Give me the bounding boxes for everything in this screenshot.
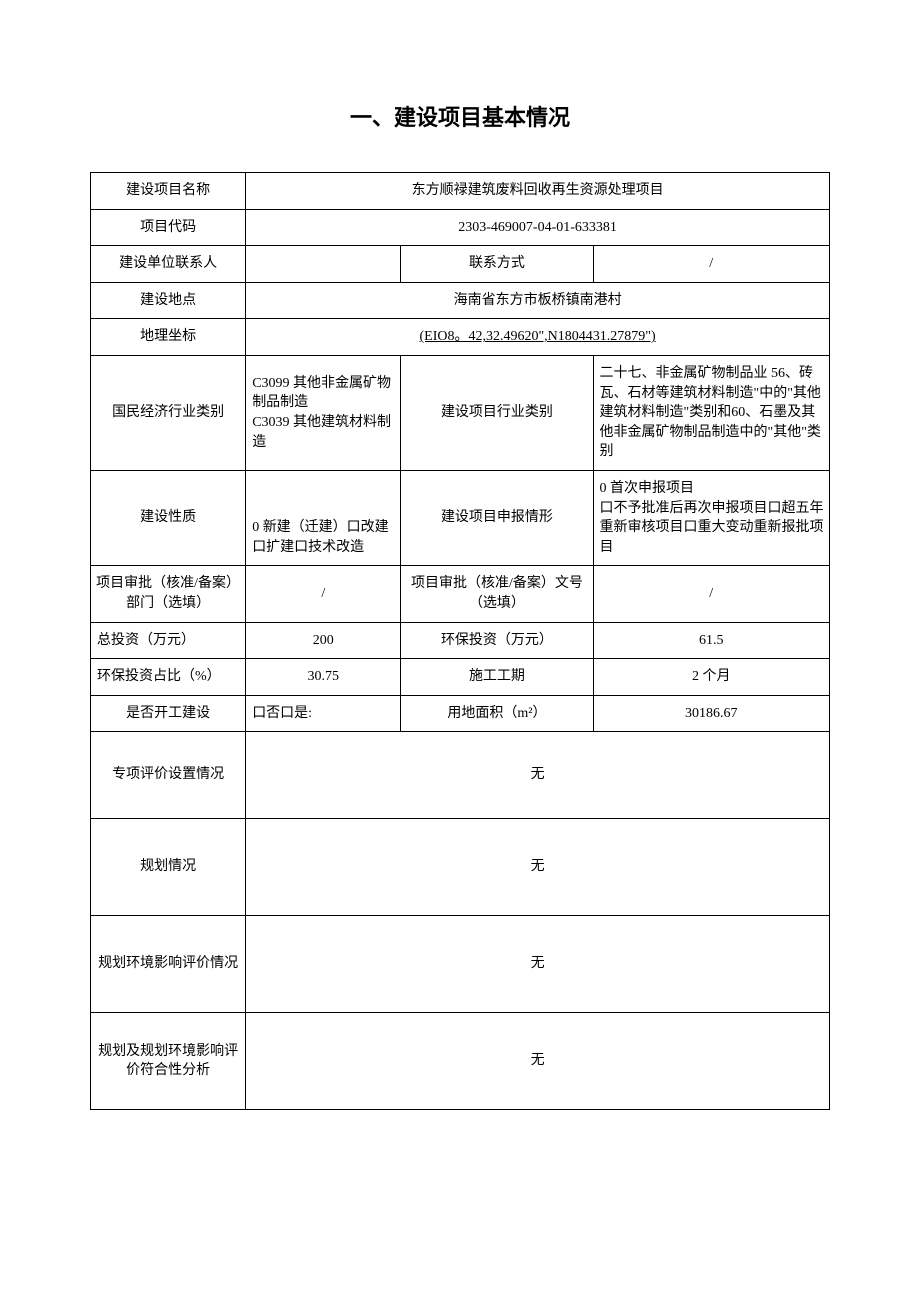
table-row: 项目审批（核准/备案）部门（选填） / 项目审批（核准/备案）文号（选填） / [91,566,830,622]
label-industry-class: 国民经济行业类别 [91,355,246,470]
value-planning-conform: 无 [246,1013,830,1110]
table-row: 地理坐标 (EIO8。42,32.49620",N1804431.27879") [91,319,830,356]
value-special-eval: 无 [246,732,830,819]
value-planning-eia: 无 [246,916,830,1013]
label-duration: 施工工期 [401,659,593,696]
value-location: 海南省东方市板桥镇南港村 [246,282,830,319]
value-apply: 0 首次申报项目 口不予批准后再次申报项目口超五年重新审核项目口重大变动重新报批… [593,470,830,565]
value-planning: 无 [246,819,830,916]
label-env-invest: 环保投资（万元） [401,622,593,659]
table-row: 规划情况 无 [91,819,830,916]
label-total-invest: 总投资（万元） [91,622,246,659]
label-contact-person: 建设单位联系人 [91,246,246,283]
label-project-name: 建设项目名称 [91,173,246,210]
value-duration: 2 个月 [593,659,830,696]
value-approval-no: / [593,566,830,622]
table-row: 建设单位联系人 联系方式 / [91,246,830,283]
value-project-industry: 二十七、非金属矿物制品业 56、砖瓦、石材等建筑材料制造"中的"其他建筑材料制造… [593,355,830,470]
table-row: 规划环境影响评价情况 无 [91,916,830,1013]
label-coords: 地理坐标 [91,319,246,356]
value-started: 口否口是: [246,695,401,732]
value-total-invest: 200 [246,622,401,659]
table-row: 总投资（万元） 200 环保投资（万元） 61.5 [91,622,830,659]
label-contact-method: 联系方式 [401,246,593,283]
label-location: 建设地点 [91,282,246,319]
project-info-table: 建设项目名称 东方顺禄建筑废料回收再生资源处理项目 项目代码 2303-4690… [90,172,830,1110]
label-project-industry: 建设项目行业类别 [401,355,593,470]
section-title: 一、建设项目基本情况 [90,100,830,132]
label-started: 是否开工建设 [91,695,246,732]
label-nature: 建设性质 [91,470,246,565]
table-row: 建设地点 海南省东方市板桥镇南港村 [91,282,830,319]
table-row: 项目代码 2303-469007-04-01-633381 [91,209,830,246]
value-contact-method: / [593,246,830,283]
label-special-eval: 专项评价设置情况 [91,732,246,819]
value-project-code: 2303-469007-04-01-633381 [246,209,830,246]
table-row: 建设项目名称 东方顺禄建筑废料回收再生资源处理项目 [91,173,830,210]
table-row: 环保投资占比（%） 30.75 施工工期 2 个月 [91,659,830,696]
label-area: 用地面积（m²） [401,695,593,732]
table-row: 专项评价设置情况 无 [91,732,830,819]
label-apply: 建设项目申报情形 [401,470,593,565]
value-nature: 0 新建（迁建）口改建口扩建口技术改造 [246,470,401,565]
value-coords: (EIO8。42,32.49620",N1804431.27879") [246,319,830,356]
label-env-ratio: 环保投资占比（%） [91,659,246,696]
value-industry-class: C3099 其他非金属矿物制品制造 C3039 其他建筑材料制造 [246,355,401,470]
value-project-name: 东方顺禄建筑废料回收再生资源处理项目 [246,173,830,210]
label-planning: 规划情况 [91,819,246,916]
label-project-code: 项目代码 [91,209,246,246]
table-row: 是否开工建设 口否口是: 用地面积（m²） 30186.67 [91,695,830,732]
value-contact-person [246,246,401,283]
label-planning-eia: 规划环境影响评价情况 [91,916,246,1013]
value-approval-dept: / [246,566,401,622]
value-area: 30186.67 [593,695,830,732]
table-row: 规划及规划环境影响评价符合性分析 无 [91,1013,830,1110]
value-env-invest: 61.5 [593,622,830,659]
label-approval-no: 项目审批（核准/备案）文号（选填） [401,566,593,622]
table-row: 建设性质 0 新建（迁建）口改建口扩建口技术改造 建设项目申报情形 0 首次申报… [91,470,830,565]
label-approval-dept: 项目审批（核准/备案）部门（选填） [91,566,246,622]
value-env-ratio: 30.75 [246,659,401,696]
label-planning-conform: 规划及规划环境影响评价符合性分析 [91,1013,246,1110]
table-row: 国民经济行业类别 C3099 其他非金属矿物制品制造 C3039 其他建筑材料制… [91,355,830,470]
